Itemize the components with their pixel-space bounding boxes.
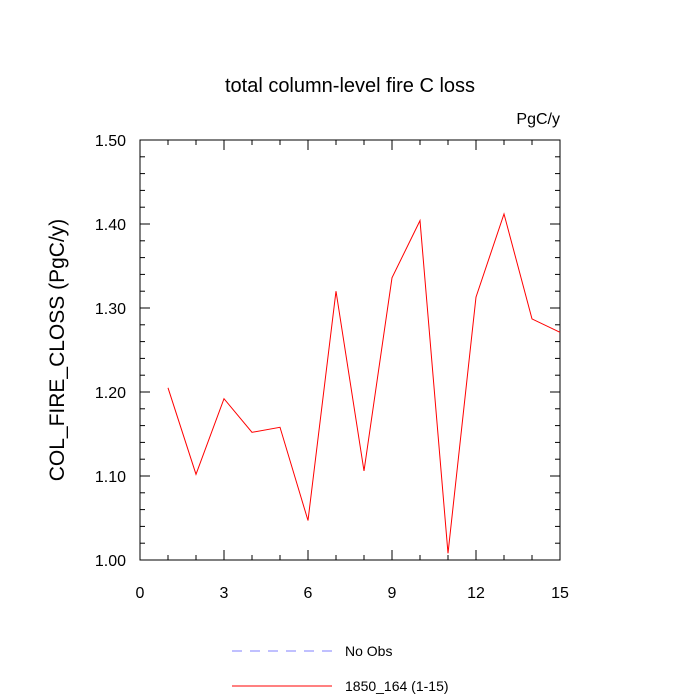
y-tick-label: 1.40: [95, 217, 126, 234]
series-line: [167, 212, 561, 554]
x-tick-label: 9: [388, 585, 397, 602]
x-tick-label: 6: [304, 585, 313, 602]
y-tick-label: 1.10: [95, 469, 126, 486]
x-tick-label: 0: [136, 585, 145, 602]
x-tick-label: 3: [220, 585, 229, 602]
chart-title: total column-level fire C loss: [225, 75, 475, 97]
axis-tick-labels: 0 3 6 9 12 15 1.00 1.10 1.20 1.30 1.40 1.50: [95, 133, 569, 602]
axis-ticks: [139, 139, 561, 561]
y-tick-label: 1.30: [95, 301, 126, 318]
y-tick-label: 1.00: [95, 553, 126, 570]
legend-label: 1850_164 (1-15): [345, 678, 449, 694]
y-axis-label: COL_FIRE_CLOSS (PgC/y): [46, 219, 69, 482]
x-tick-label: 15: [551, 585, 569, 602]
plot-frame: [139, 139, 561, 561]
x-tick-label: 12: [467, 585, 485, 602]
series-layer: [167, 212, 561, 554]
legend: No Obs 1850_164 (1-15): [232, 643, 449, 694]
y-tick-label: 1.50: [95, 133, 126, 150]
units-label: PgC/y: [516, 111, 560, 128]
legend-label: No Obs: [345, 643, 392, 659]
y-tick-label: 1.20: [95, 385, 126, 402]
